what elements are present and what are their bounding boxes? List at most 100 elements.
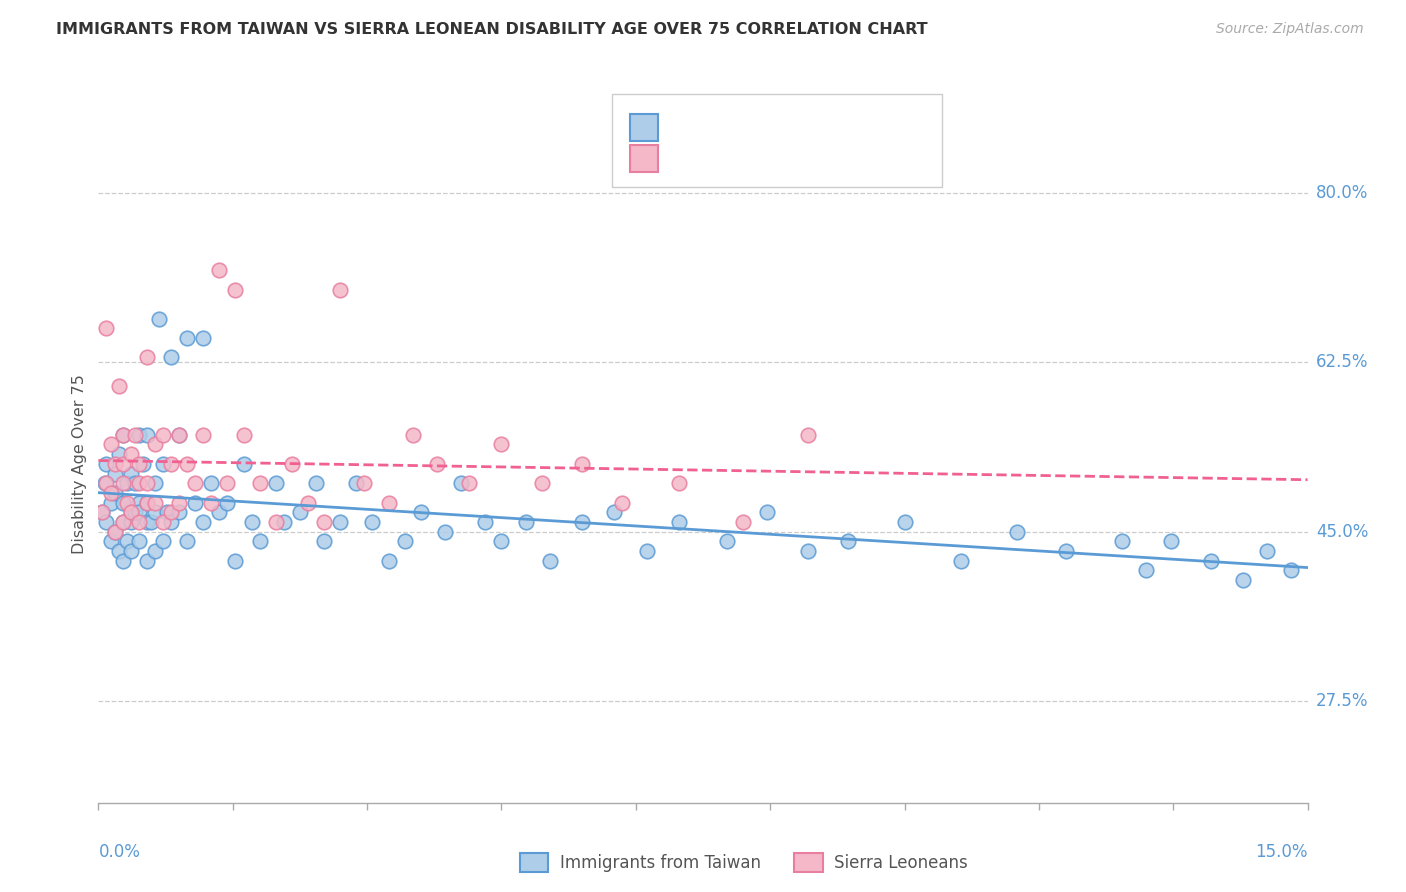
Point — [1111, 534, 1133, 549]
Point — [128, 495, 150, 509]
Point — [394, 534, 416, 549]
Point — [152, 457, 174, 471]
Point — [143, 437, 166, 451]
Point — [111, 554, 134, 568]
Point — [434, 524, 457, 539]
Point — [128, 505, 150, 519]
Point — [135, 476, 157, 491]
Point — [100, 486, 122, 500]
Point — [115, 495, 138, 509]
Point — [120, 544, 142, 558]
Point — [491, 437, 513, 451]
Point — [176, 534, 198, 549]
Point — [160, 457, 183, 471]
Point — [1256, 544, 1278, 558]
Point — [1054, 544, 1077, 558]
Point — [797, 427, 820, 442]
Point — [111, 476, 134, 491]
Point — [167, 495, 190, 509]
Point — [103, 524, 125, 539]
Point — [103, 457, 125, 471]
Point — [217, 495, 239, 509]
Point — [167, 427, 190, 442]
Point — [143, 495, 166, 509]
Point — [103, 486, 125, 500]
Point — [115, 534, 138, 549]
Point — [135, 515, 157, 529]
Point — [756, 505, 779, 519]
Point — [120, 447, 142, 461]
Point — [515, 515, 537, 529]
Point — [668, 515, 690, 529]
Text: 27.5%: 27.5% — [1316, 692, 1368, 710]
Point — [329, 515, 352, 529]
Text: 15.0%: 15.0% — [1256, 843, 1308, 861]
Point — [361, 515, 384, 529]
Point — [128, 515, 150, 529]
Point — [344, 476, 367, 491]
Point — [103, 467, 125, 481]
Point — [107, 447, 129, 461]
Point — [111, 427, 134, 442]
Point — [120, 467, 142, 481]
Point — [148, 311, 170, 326]
Point — [208, 505, 231, 519]
Point — [120, 505, 142, 519]
Point — [135, 495, 157, 509]
Point — [353, 476, 375, 491]
Point — [224, 283, 246, 297]
Point — [474, 515, 496, 529]
Point — [132, 457, 155, 471]
Point — [733, 515, 755, 529]
Point — [111, 495, 134, 509]
Point — [100, 534, 122, 549]
Point — [288, 505, 311, 519]
Point — [96, 321, 118, 335]
Point — [143, 505, 166, 519]
Point — [377, 554, 399, 568]
Point — [96, 515, 118, 529]
Point — [224, 554, 246, 568]
Point — [249, 534, 271, 549]
Point — [120, 515, 142, 529]
Point — [636, 544, 658, 558]
Point — [111, 427, 134, 442]
Point — [273, 515, 295, 529]
Point — [949, 554, 972, 568]
Point — [571, 457, 593, 471]
Point — [176, 331, 198, 345]
Point — [264, 476, 287, 491]
Point — [152, 515, 174, 529]
Point — [100, 495, 122, 509]
Point — [314, 534, 336, 549]
Point — [160, 351, 183, 365]
Text: 0.0%: 0.0% — [98, 843, 141, 861]
Point — [232, 457, 254, 471]
Point — [426, 457, 449, 471]
Point — [200, 476, 222, 491]
Text: Immigrants from Taiwan: Immigrants from Taiwan — [560, 854, 761, 871]
Point — [249, 476, 271, 491]
Point — [156, 505, 179, 519]
Text: 45.0%: 45.0% — [1316, 523, 1368, 541]
Point — [893, 515, 915, 529]
Point — [100, 437, 122, 451]
Point — [264, 515, 287, 529]
Point — [135, 495, 157, 509]
Point — [603, 505, 626, 519]
Point — [571, 515, 593, 529]
Text: Sierra Leoneans: Sierra Leoneans — [834, 854, 967, 871]
Point — [193, 331, 215, 345]
Point — [128, 427, 150, 442]
Point — [128, 457, 150, 471]
Point — [329, 283, 352, 297]
Point — [120, 505, 142, 519]
Text: 62.5%: 62.5% — [1316, 353, 1368, 371]
Point — [91, 505, 114, 519]
Point — [530, 476, 553, 491]
Point — [450, 476, 472, 491]
Point — [176, 457, 198, 471]
Point — [1160, 534, 1182, 549]
Point — [409, 505, 432, 519]
Point — [716, 534, 738, 549]
